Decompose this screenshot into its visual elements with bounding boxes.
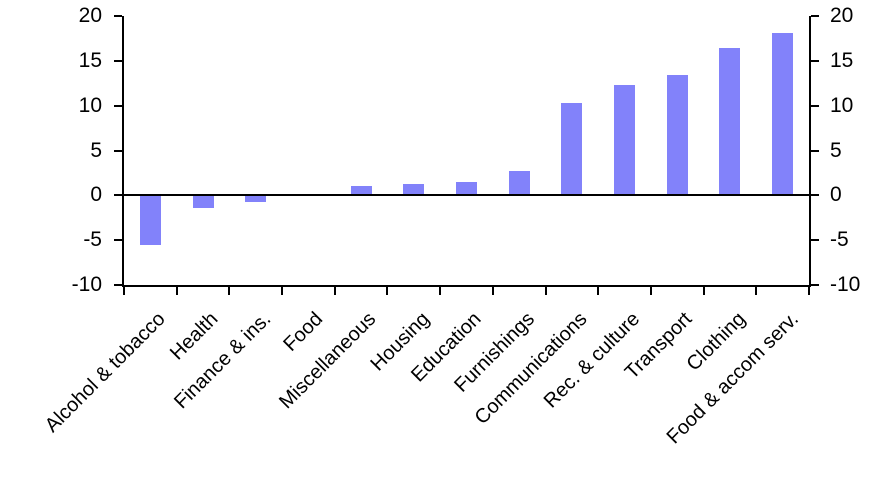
bar-rec-culture (614, 85, 635, 195)
bar-furnishings (509, 171, 530, 195)
left-y-tick-10 (114, 105, 122, 107)
right-y-tick-5 (811, 150, 819, 152)
x-tick-10 (650, 287, 652, 295)
left-y-label-5: 5 (90, 139, 102, 162)
right-y-label--5: -5 (830, 228, 849, 251)
x-tick-5 (386, 287, 388, 295)
bar-housing (403, 184, 424, 196)
x-label-food: Food (279, 308, 328, 356)
x-axis (122, 285, 811, 287)
left-y-label-20: 20 (78, 4, 102, 27)
right-y-tick--5 (811, 239, 819, 241)
left-y-label-10: 10 (78, 94, 102, 117)
bar-finance-ins (245, 195, 266, 202)
x-label-miscellaneous: Miscellaneous (275, 308, 381, 414)
x-tick-7 (492, 287, 494, 295)
right-y-tick-10 (811, 105, 819, 107)
x-tick-8 (545, 287, 547, 295)
left-y-axis (122, 16, 124, 287)
x-tick-0 (123, 287, 125, 295)
x-tick-3 (281, 287, 283, 295)
left-y-tick--10 (114, 284, 122, 286)
x-tick-2 (228, 287, 230, 295)
right-y-tick-0 (811, 194, 819, 196)
zero-line (124, 194, 809, 196)
x-tick-13 (808, 287, 810, 295)
bar-transport (667, 75, 688, 195)
bar-clothing (719, 48, 740, 195)
right-y-label--10: -10 (830, 273, 861, 296)
left-y-tick--5 (114, 239, 122, 241)
bar-health (193, 195, 214, 208)
bar-alcohol-tobacco (140, 195, 161, 245)
bar-communications (561, 103, 582, 195)
left-y-tick-20 (114, 15, 122, 17)
left-y-label--5: -5 (83, 228, 102, 251)
left-y-tick-0 (114, 194, 122, 196)
x-tick-12 (755, 287, 757, 295)
x-tick-4 (334, 287, 336, 295)
left-y-label-0: 0 (90, 183, 102, 206)
x-tick-6 (439, 287, 441, 295)
right-y-label-20: 20 (830, 4, 854, 27)
left-y-label--10: -10 (71, 273, 102, 296)
left-y-tick-15 (114, 60, 122, 62)
right-y-tick-15 (811, 60, 819, 62)
x-label-alcohol-tobacco: Alcohol & tobacco (40, 308, 170, 437)
right-y-axis (809, 16, 811, 287)
bar-education (456, 182, 477, 195)
bar-miscellaneous (351, 186, 372, 195)
x-tick-1 (176, 287, 178, 295)
right-y-tick--10 (811, 284, 819, 286)
left-y-label-15: 15 (78, 49, 102, 72)
right-y-label-10: 10 (830, 94, 854, 117)
right-y-label-15: 15 (830, 49, 854, 72)
right-y-label-5: 5 (830, 139, 842, 162)
right-y-tick-20 (811, 15, 819, 17)
x-tick-9 (597, 287, 599, 295)
right-y-label-0: 0 (830, 183, 842, 206)
bar-food-accom-serv (772, 33, 793, 195)
x-tick-11 (703, 287, 705, 295)
left-y-tick-5 (114, 150, 122, 152)
